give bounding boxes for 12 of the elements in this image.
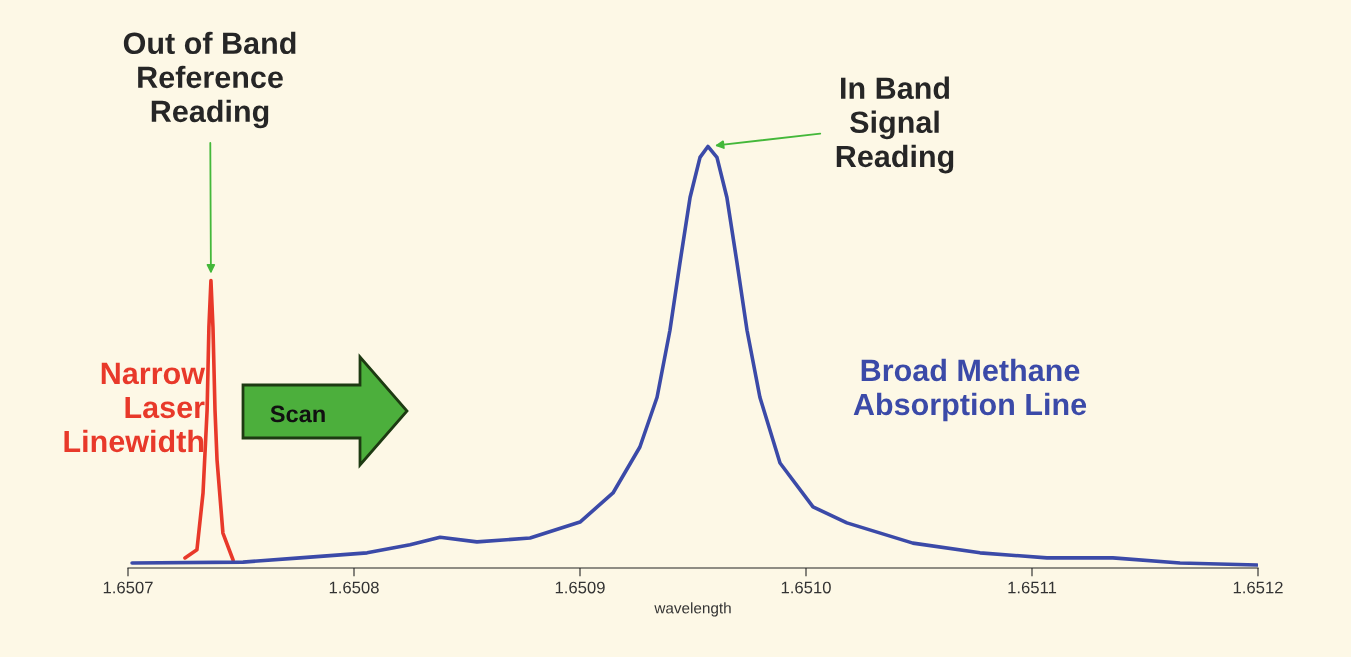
text: Broad Methane Absorption Line [853,358,1087,422]
x-tick-label: 1.6512 [1233,581,1283,594]
x-tick-label: 1.6507 [103,581,153,594]
series-label: Narrow Laser Linewidth [64,362,206,453]
x-tick-label: 1.6510 [781,581,831,594]
annotation: Out of Band Reference Reading [123,31,296,129]
x-tick-label: 1.6508 [329,581,379,594]
annotation: Scan [270,405,325,423]
x-tick-label: 1.6511 [1008,581,1057,594]
annotation: In Band Signal Reading [836,76,954,174]
x-tick-label: 1.6509 [555,581,605,594]
x-axis-title: wavelength [654,602,731,617]
